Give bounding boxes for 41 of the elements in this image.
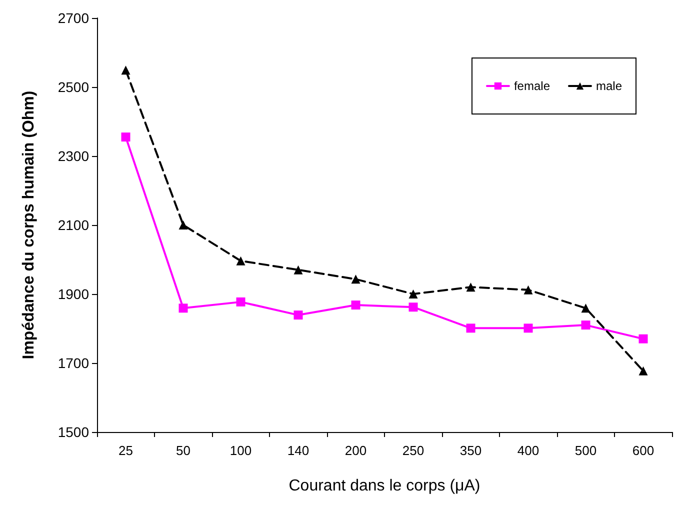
point — [121, 66, 130, 75]
point — [466, 282, 476, 292]
point — [351, 274, 360, 284]
x-tick-label: 400 — [517, 443, 540, 458]
y-tick-label: 2500 — [58, 79, 90, 95]
point — [524, 324, 533, 333]
x-tick-label: 500 — [574, 443, 597, 458]
point — [236, 297, 246, 306]
point — [581, 320, 590, 330]
point — [638, 366, 648, 376]
point — [638, 334, 648, 344]
point — [294, 265, 303, 274]
point — [581, 304, 590, 313]
point — [524, 285, 533, 294]
y-tick-label: 2100 — [58, 217, 90, 233]
y-tick-label: 2700 — [58, 10, 90, 26]
point — [178, 220, 188, 230]
x-tick-label: 350 — [460, 443, 482, 458]
x-axis-title: Courant dans le corps (μA) — [288, 478, 480, 494]
legend-label: female — [514, 79, 550, 93]
x-tick-label: 200 — [344, 443, 367, 458]
legend-label: male — [596, 79, 622, 93]
x-tick-label: 100 — [230, 443, 252, 458]
y-tick-label: 1500 — [58, 424, 90, 440]
point — [408, 290, 418, 298]
x-tick-label: 140 — [287, 443, 310, 458]
x-tick-label: 250 — [402, 443, 424, 458]
point — [121, 132, 130, 142]
point — [351, 300, 360, 310]
x-tick-label: 25 — [118, 443, 133, 458]
y-tick-label: 1900 — [58, 286, 90, 302]
y-axis-title: Impédance du corps humain (Ohm) — [20, 90, 38, 360]
point — [466, 324, 476, 333]
x-tick-label: 50 — [176, 443, 190, 458]
point — [178, 304, 188, 313]
point — [236, 256, 246, 266]
y-tick-label: 2300 — [58, 148, 90, 164]
x-tick-label: 600 — [632, 443, 654, 458]
point — [294, 310, 303, 320]
point — [408, 302, 418, 312]
y-tick-label: 1700 — [58, 355, 90, 371]
